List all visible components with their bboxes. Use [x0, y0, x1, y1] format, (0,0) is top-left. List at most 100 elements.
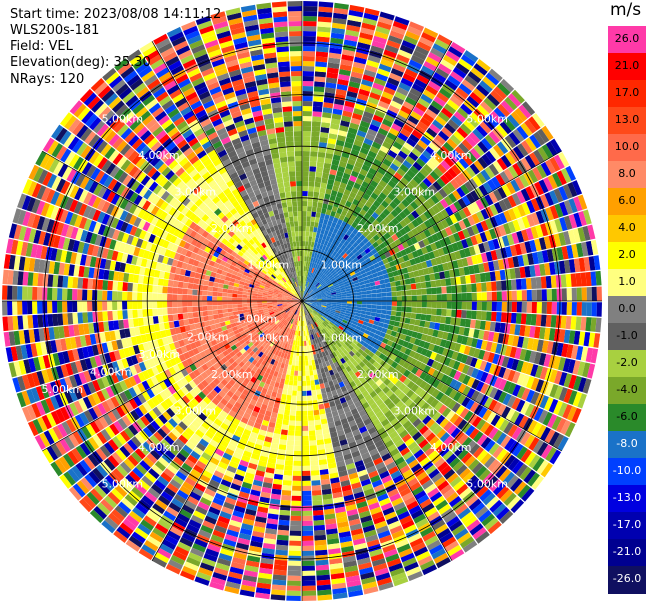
- velocity-gate: [487, 292, 492, 301]
- velocity-gate: [384, 278, 390, 283]
- velocity-gate: [460, 276, 466, 284]
- velocity-gate: [177, 294, 182, 300]
- velocity-gate: [284, 126, 293, 132]
- velocity-gate: [316, 51, 328, 57]
- velocity-gate: [193, 278, 199, 284]
- velocity-gate: [316, 207, 321, 213]
- velocity-gate: [77, 289, 82, 300]
- velocity-gate: [313, 197, 319, 203]
- velocity-gate: [17, 286, 22, 300]
- velocity-gate: [222, 309, 227, 313]
- velocity-gate: [222, 293, 227, 297]
- velocity-gate: [317, 31, 330, 37]
- velocity-gate: [158, 278, 164, 285]
- velocity-gate: [27, 272, 33, 285]
- velocity-gate: [158, 316, 164, 323]
- velocity-gate: [313, 101, 323, 107]
- velocity-gate: [303, 161, 310, 166]
- velocity-gate: [303, 111, 312, 116]
- velocity-gate: [87, 290, 92, 300]
- velocity-gate: [313, 192, 319, 198]
- velocity-gate: [127, 283, 133, 292]
- velocity-gate: [542, 289, 547, 301]
- velocity-gate: [87, 279, 93, 290]
- velocity-gate: [162, 286, 168, 293]
- velocity-gate: [291, 76, 302, 81]
- velocity-gate: [97, 311, 103, 321]
- velocity-gate: [207, 291, 212, 296]
- velocity-gate: [285, 131, 293, 137]
- velocity-gate: [12, 316, 18, 330]
- velocity-gate: [309, 231, 313, 236]
- velocity-gate: [531, 277, 537, 289]
- velocity-gate: [280, 157, 287, 163]
- velocity-gate: [314, 222, 319, 228]
- velocity-gate: [426, 281, 432, 288]
- velocity-gate: [293, 211, 298, 216]
- velocity-gate: [481, 282, 487, 291]
- velocity-gate: [283, 116, 292, 122]
- velocity-gate: [576, 273, 582, 287]
- velocity-gate: [142, 309, 148, 317]
- velocity-gate: [289, 176, 295, 181]
- velocity-gate: [476, 283, 482, 292]
- velocity-gate: [52, 275, 58, 287]
- velocity-gate: [281, 91, 291, 97]
- velocity-gate: [552, 289, 557, 301]
- velocity-gate: [382, 292, 387, 296]
- velocity-gate: [287, 156, 294, 162]
- velocity-gate: [302, 256, 304, 261]
- velocity-gate: [456, 285, 462, 293]
- velocity-gate: [292, 86, 302, 91]
- velocity-gate: [227, 301, 232, 305]
- velocity-gate: [222, 288, 227, 292]
- velocity-gate: [163, 279, 169, 286]
- velocity-gate: [302, 261, 304, 266]
- velocity-gate: [197, 301, 202, 306]
- velocity-gate: [310, 151, 317, 157]
- velocity-gate: [303, 96, 313, 101]
- velocity-gate: [232, 304, 237, 308]
- velocity-gate: [302, 216, 306, 221]
- velocity-gate: [571, 273, 577, 286]
- velocity-gate: [284, 182, 290, 188]
- velocity-gate: [440, 279, 446, 286]
- velocity-gate: [275, 31, 288, 37]
- velocity-gate: [314, 86, 325, 92]
- velocity-gate: [188, 318, 194, 324]
- velocity-gate: [252, 303, 257, 306]
- velocity-gate: [127, 301, 132, 309]
- velocity-gate: [297, 256, 299, 261]
- velocity-gate: [309, 171, 316, 176]
- velocity-gate: [127, 292, 132, 300]
- velocity-gate: [223, 313, 229, 318]
- velocity-gate: [427, 295, 432, 301]
- velocity-gate: [303, 121, 312, 126]
- velocity-gate: [471, 283, 477, 292]
- velocity-gate: [387, 292, 392, 297]
- velocity-gate: [536, 277, 542, 289]
- velocity-gate: [437, 294, 442, 301]
- velocity-gate: [302, 231, 305, 236]
- velocity-gate: [286, 141, 294, 147]
- velocity-gate: [289, 21, 302, 26]
- velocity-gate: [314, 81, 325, 87]
- velocity-gate: [566, 274, 572, 287]
- velocity-gate: [232, 308, 237, 312]
- velocity-gate: [122, 310, 128, 319]
- velocity-gate: [277, 56, 289, 62]
- velocity-gate: [112, 301, 117, 310]
- velocity-gate: [237, 294, 242, 297]
- velocity-gate: [315, 217, 320, 223]
- velocity-gate: [291, 231, 295, 236]
- velocity-gate: [356, 292, 361, 295]
- velocity-gate: [436, 287, 441, 294]
- velocity-gate: [303, 31, 316, 36]
- velocity-gate: [192, 295, 197, 300]
- velocity-gate: [122, 282, 128, 291]
- velocity-gate: [299, 231, 302, 236]
- velocity-gate: [122, 292, 127, 301]
- velocity-gate: [314, 182, 320, 188]
- velocity-gate: [22, 315, 28, 329]
